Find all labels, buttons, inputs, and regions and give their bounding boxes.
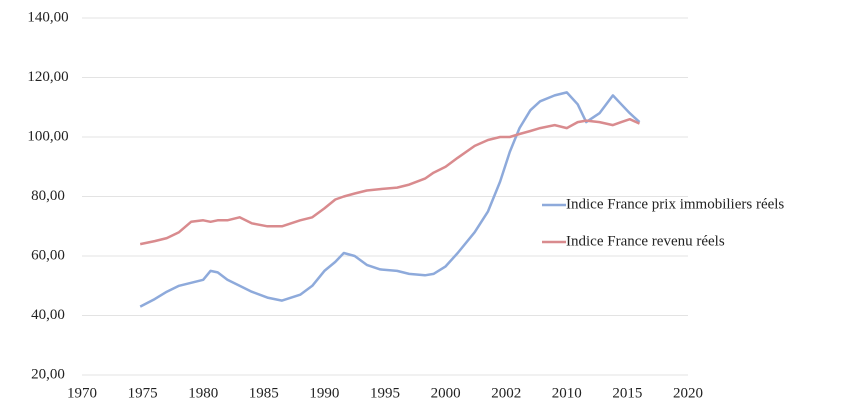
y-tick-label: 20,00 [31,366,65,382]
x-tick-label: 2000 [431,385,461,401]
x-tick-label: 1970 [67,385,97,401]
x-tick-label: 1980 [188,385,218,401]
line-series [139,117,641,246]
x-tick-label: 2010 [552,385,582,401]
line-series [139,91,641,308]
x-tick-label: 2015 [612,385,642,401]
y-tick-label: 100,00 [27,128,68,144]
legend-label: Indice France prix immobiliers réels [566,196,784,212]
y-tick-label: 80,00 [31,188,65,204]
y-tick-label: 140,00 [27,9,68,25]
x-tick-label: 2020 [673,385,703,401]
y-tick-label: 40,00 [31,307,65,323]
x-tick-label: 1990 [309,385,339,401]
x-tick-label: 1995 [370,385,400,401]
x-tick-label: 1975 [128,385,158,401]
legend-label: Indice France revenu réels [566,233,725,249]
y-tick-label: 60,00 [31,247,65,263]
y-tick-label: 120,00 [27,69,68,85]
x-tick-label: 1985 [249,385,279,401]
x-tick-label: 2002 [491,385,521,401]
